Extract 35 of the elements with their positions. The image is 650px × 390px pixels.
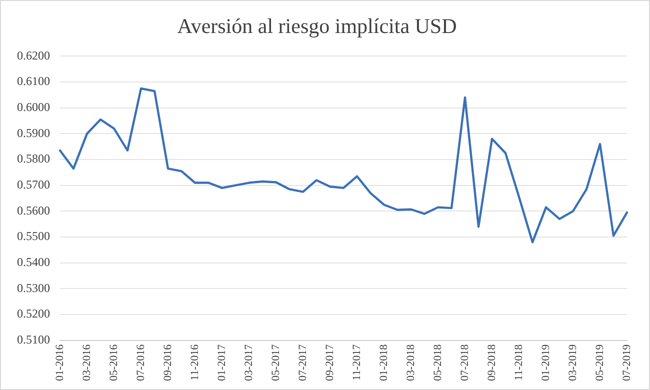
x-tick-label: 09-2017 <box>324 344 336 382</box>
x-tick-label: 07-2016 <box>134 344 147 382</box>
x-tick-label: 11-2016 <box>188 344 201 381</box>
y-tick-label: 0.5600 <box>17 203 50 218</box>
x-tick-label: 07-2019 <box>620 344 633 382</box>
x-tick-label: 03-2018 <box>404 344 417 382</box>
y-tick-label: 0.6000 <box>17 100 50 114</box>
x-tick-label: 07-2017 <box>296 344 309 382</box>
x-tick-label: 01-2019 <box>540 344 552 382</box>
x-tick-label: 03-2019 <box>566 344 579 382</box>
y-tick-label: 0.5100 <box>17 332 50 346</box>
x-tick-label: 03-2017 <box>242 344 255 382</box>
y-tick-label: 0.5500 <box>17 229 50 244</box>
y-tick-label: 0.5800 <box>17 152 50 166</box>
chart-title: Aversión al riesgo implícita USD <box>177 14 457 38</box>
x-tick-label: 01-2017 <box>216 344 228 382</box>
x-tick-label: 11-2017 <box>350 344 363 381</box>
x-tick-label: 05-2017 <box>270 344 282 382</box>
y-tick-label: 0.5700 <box>17 178 50 192</box>
y-tick-label: 0.5300 <box>17 280 50 295</box>
x-tick-label: 01-2018 <box>378 344 390 382</box>
x-tick-label: 01-2016 <box>54 344 66 382</box>
x-tick-label: 09-2018 <box>486 344 498 382</box>
y-tick-label: 0.6200 <box>17 48 50 62</box>
x-tick-label: 05-2016 <box>108 344 120 382</box>
x-tick-label: 11-2018 <box>512 344 525 381</box>
x-tick-label: 09-2016 <box>162 344 174 382</box>
x-tick-label: 07-2018 <box>458 344 471 382</box>
x-tick-label: 05-2018 <box>432 344 444 382</box>
y-tick-label: 0.5400 <box>17 255 50 269</box>
y-tick-label: 0.5200 <box>17 306 50 321</box>
y-tick-label: 0.6100 <box>17 74 50 88</box>
x-tick-label: 03-2016 <box>80 344 93 382</box>
y-tick-label: 0.5900 <box>17 126 50 140</box>
x-tick-label: 05-2019 <box>594 344 606 382</box>
